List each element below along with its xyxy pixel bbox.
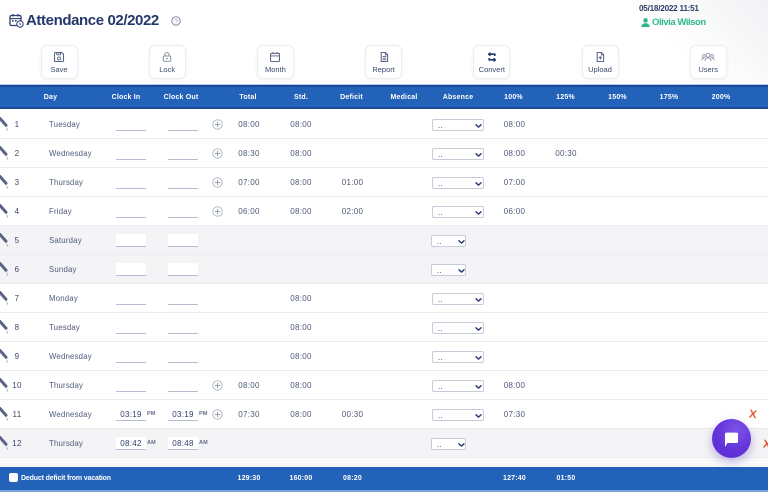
svg-text:?: ? (174, 18, 178, 25)
